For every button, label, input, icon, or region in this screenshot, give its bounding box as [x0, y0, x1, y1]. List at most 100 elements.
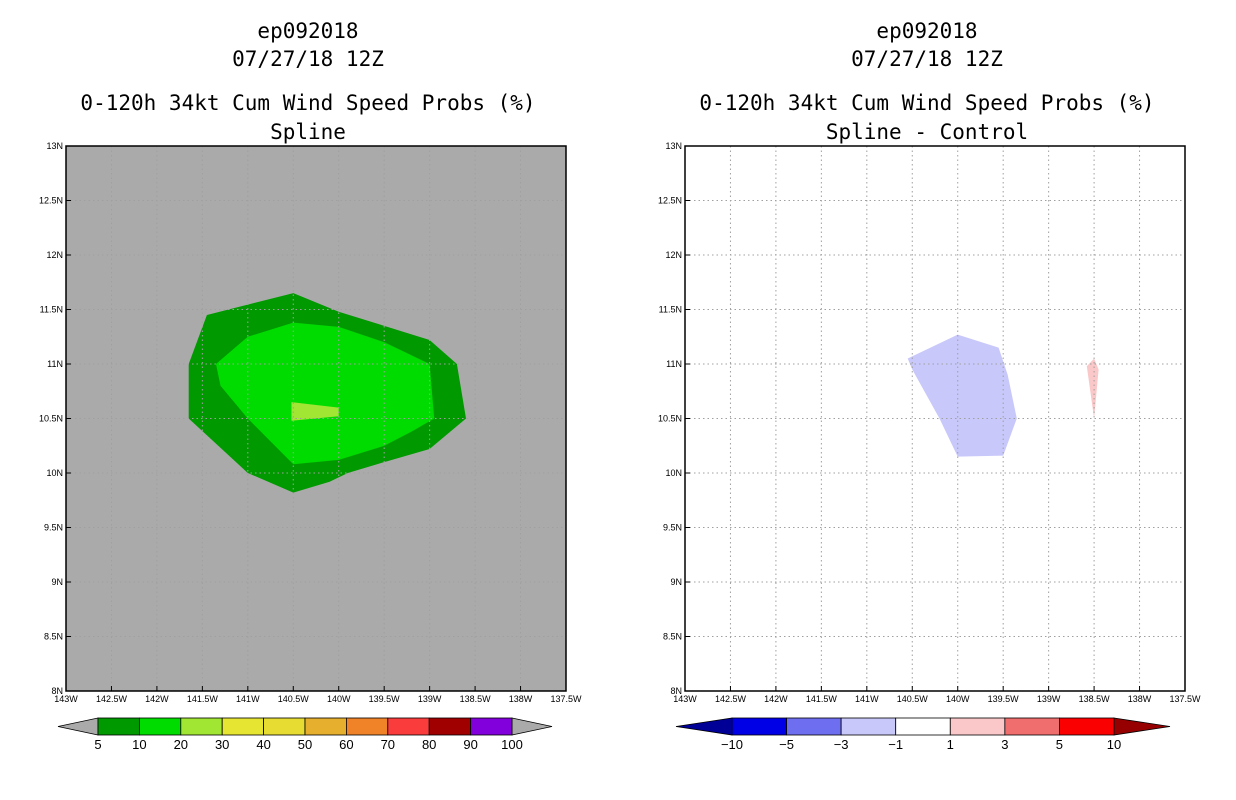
y-tick-label: 8N — [51, 686, 63, 696]
y-tick-label: 12.5N — [39, 196, 63, 206]
right-storm-id: ep092018 — [876, 19, 977, 43]
x-tick-label: 141.5W — [187, 694, 219, 704]
colorbar-swatch — [345, 717, 389, 736]
contour-1-to-3 — [1086, 358, 1099, 419]
colorbar-swatch — [470, 717, 513, 736]
left-storm-id: ep092018 — [257, 19, 358, 43]
colorbar-swatch — [138, 717, 182, 736]
x-tick-label: 137.5W — [550, 694, 582, 704]
right-plot-area: 143W 142.5W 142W 141.5W 141W 140.5W 140W 139.5W… — [658, 141, 1201, 704]
contour--3-to-1 — [907, 334, 1017, 457]
colorbar-label: −10 — [721, 737, 743, 752]
y-tick-label: 11.5N — [659, 305, 682, 315]
left-title: 0-120h 34kt Cum Wind Speed Probs (%) — [80, 91, 535, 115]
colorbar-swatch — [304, 717, 347, 736]
right-subtitle: Spline - Control — [826, 120, 1028, 144]
x-tick-label: 139.5W — [369, 694, 401, 704]
colorbar-swatch — [895, 717, 951, 736]
right-colorbar: −10 −5 −3 −1 1 3 5 10 — [675, 717, 1171, 752]
x-tick-label: 141W — [855, 694, 879, 704]
colorbar-label: 1 — [947, 737, 954, 752]
y-tick-label: 13N — [665, 141, 682, 151]
y-tick-label: 10N — [46, 468, 63, 478]
x-tick-label: 140W — [946, 694, 970, 704]
colorbar-label: 10 — [1107, 737, 1121, 752]
y-tick-label: 10.5N — [658, 414, 682, 424]
colorbar-label: −1 — [888, 737, 903, 752]
right-title: 0-120h 34kt Cum Wind Speed Probs (%) — [699, 91, 1154, 115]
x-tick-label: 138W — [1128, 694, 1152, 704]
y-tick-label: 10N — [665, 468, 682, 478]
colorbar-label: 10 — [132, 737, 146, 752]
left-plot-area: 143W 142.5W 142W 141.5W 141W 140.5W 140W 139.5W… — [39, 141, 582, 704]
colorbar-swatch — [180, 717, 223, 736]
colorbar-swatch — [387, 717, 430, 736]
y-tick-label: 13N — [46, 141, 63, 151]
y-tick-label: 8N — [670, 686, 682, 696]
y-tick-label: 11N — [47, 359, 63, 369]
y-tick-label: 12.5N — [658, 196, 682, 206]
x-tick-label: 139W — [418, 694, 442, 704]
colorbar-under-triangle — [57, 717, 99, 736]
y-tick-label: 9N — [51, 577, 63, 587]
x-tick-label: 142.5W — [715, 694, 747, 704]
left-colorbar: 5 10 20 30 40 50 60 70 80 90 100 — [57, 717, 553, 752]
colorbar-swatch — [840, 717, 897, 736]
x-tick-label: 143W — [54, 694, 78, 704]
colorbar-swatch — [786, 717, 842, 736]
left-subtitle: Spline — [270, 120, 346, 144]
colorbar-swatch — [263, 717, 306, 736]
colorbar-label: 30 — [215, 737, 229, 752]
y-tick-label: 9.5N — [663, 523, 682, 533]
colorbar-label: 50 — [298, 737, 312, 752]
colorbar-swatch — [949, 717, 1006, 736]
colorbar-swatch — [428, 717, 472, 736]
colorbar-swatch — [97, 717, 140, 736]
contour-20-30 — [291, 402, 339, 421]
left-date: 07/27/18 12Z — [232, 47, 384, 71]
colorbar-label: 100 — [501, 737, 523, 752]
colorbar-label: 90 — [463, 737, 477, 752]
x-tick-label: 137.5W — [1169, 694, 1201, 704]
colorbar-label: 20 — [174, 737, 188, 752]
colorbar-label: 80 — [422, 737, 436, 752]
x-tick-label: 141W — [236, 694, 260, 704]
colorbar-label: −5 — [779, 737, 794, 752]
colorbar-swatch — [1004, 717, 1060, 736]
x-tick-label: 142.5W — [96, 694, 128, 704]
x-tick-label: 139W — [1037, 694, 1061, 704]
x-tick-label: 143W — [673, 694, 697, 704]
colorbar-swatch — [1059, 717, 1115, 736]
y-tick-label: 8.5N — [44, 632, 63, 642]
colorbar-label: 5 — [1056, 737, 1063, 752]
y-tick-label: 9.5N — [44, 523, 63, 533]
y-tick-label: 8.5N — [663, 632, 682, 642]
right-date: 07/27/18 12Z — [851, 47, 1003, 71]
x-tick-label: 138W — [509, 694, 533, 704]
y-tick-label: 9N — [670, 577, 682, 587]
x-tick-label: 140.5W — [897, 694, 929, 704]
y-tick-label: 12N — [46, 250, 63, 260]
left-panel: ep092018 07/27/18 12Z 0-120h 34kt Cum Wi… — [39, 19, 582, 752]
colorbar-over-triangle — [1113, 717, 1171, 736]
x-tick-label: 140W — [327, 694, 351, 704]
colorbar-under-triangle — [675, 717, 733, 736]
y-tick-label: 10.5N — [39, 414, 63, 424]
colorbar-label: 5 — [94, 737, 101, 752]
colorbar-swatch — [221, 717, 264, 736]
x-tick-label: 142W — [764, 694, 788, 704]
colorbar-label: 70 — [381, 737, 395, 752]
y-tick-label: 12N — [665, 250, 682, 260]
x-tick-label: 138.5W — [460, 694, 492, 704]
y-tick-label: 11N — [666, 359, 682, 369]
contour-10-20 — [216, 322, 435, 465]
colorbar-swatch — [731, 717, 787, 736]
x-tick-label: 138.5W — [1079, 694, 1111, 704]
colorbar-over-triangle — [511, 717, 553, 736]
x-tick-label: 140.5W — [278, 694, 310, 704]
x-tick-label: 142W — [145, 694, 169, 704]
x-tick-label: 139.5W — [988, 694, 1020, 704]
colorbar-label: 40 — [256, 737, 270, 752]
right-panel: ep092018 07/27/18 12Z 0-120h 34kt Cum Wi… — [658, 19, 1201, 752]
